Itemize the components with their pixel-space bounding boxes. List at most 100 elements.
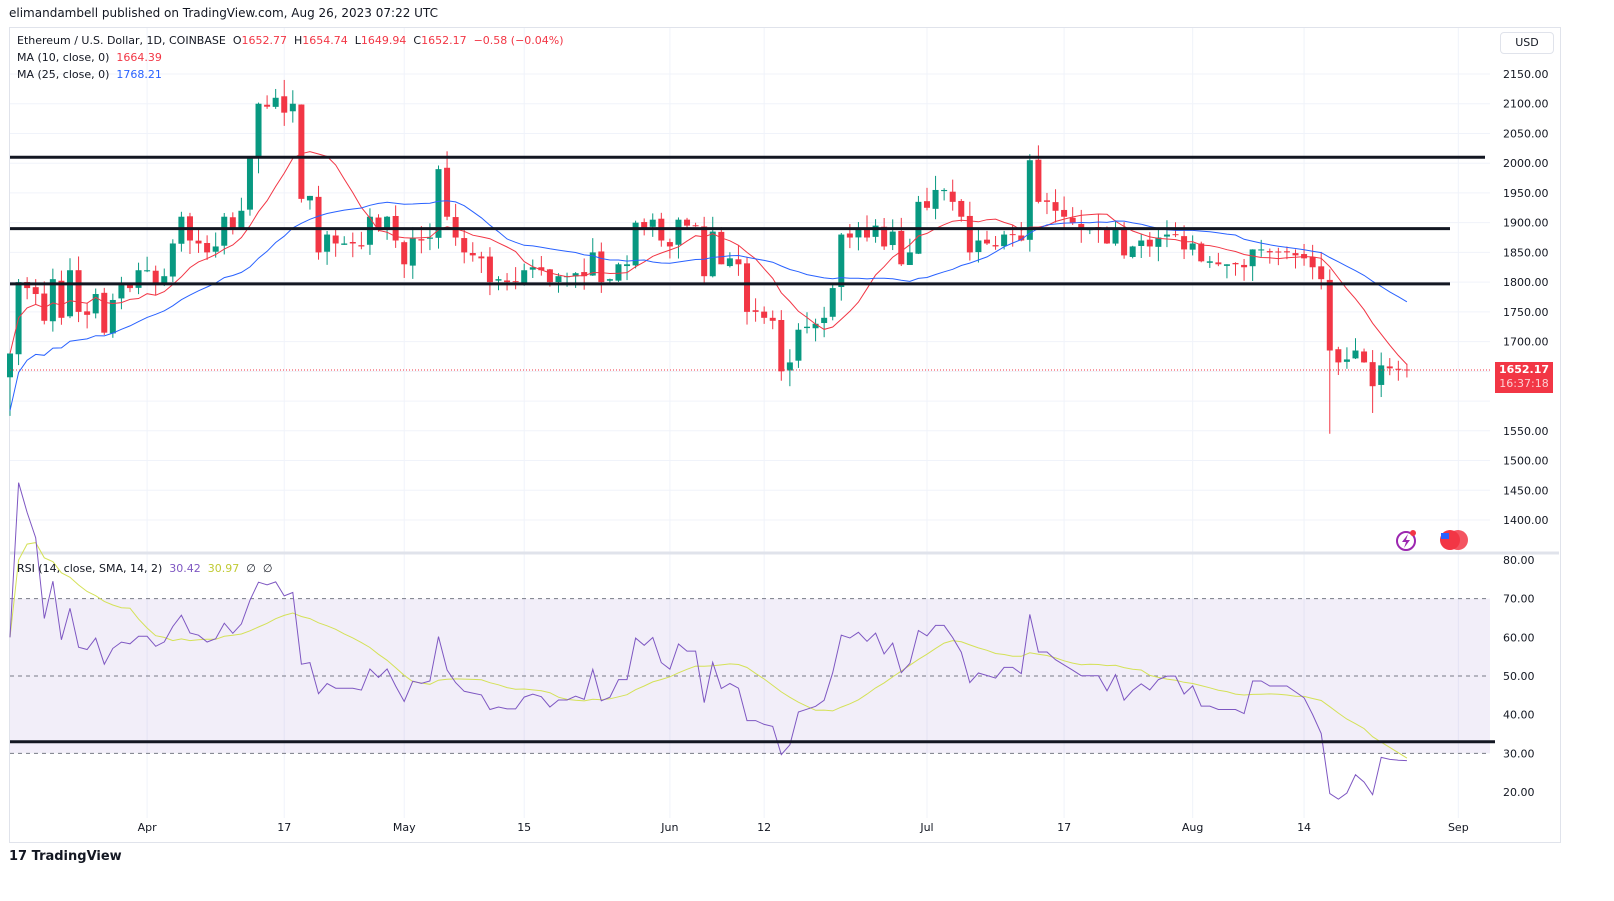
candle-body	[161, 276, 168, 284]
candle-body	[958, 200, 965, 217]
candle-body	[846, 233, 853, 238]
candle-body	[581, 272, 588, 277]
candle-body	[264, 104, 271, 107]
candle-body	[375, 217, 382, 229]
candle-body	[606, 279, 613, 281]
candle-body	[598, 251, 605, 283]
candle-body	[298, 104, 305, 199]
time-tick-label: Aug	[1182, 821, 1203, 834]
candle-body	[409, 237, 416, 266]
currency-button[interactable]: USD	[1500, 32, 1554, 54]
high-value: 1654.74	[302, 34, 348, 47]
candle-body	[58, 280, 65, 318]
candle-body	[778, 319, 785, 372]
rsi-empty-2: ∅	[262, 562, 273, 575]
price-tick-label: 1750.00	[1503, 306, 1549, 319]
lightning-icon-ring	[1396, 531, 1416, 551]
ma25-legend[interactable]: MA (25, close, 0) 1768.21	[17, 68, 162, 81]
candle-body	[855, 228, 862, 238]
candle-body	[624, 264, 631, 267]
chart-frame[interactable]	[9, 27, 1561, 843]
candle-body	[906, 252, 913, 265]
ma10-label: MA (10, close, 0)	[17, 51, 110, 64]
symbol-legend[interactable]: Ethereum / U.S. Dollar, 1D, COINBASE O16…	[17, 34, 564, 47]
rsi-tick-label: 30.00	[1503, 747, 1535, 760]
candle-body	[632, 222, 639, 266]
candle-body	[281, 96, 288, 113]
time-tick-label: Jul	[919, 821, 933, 834]
candle-body	[641, 222, 648, 229]
ma10-legend[interactable]: MA (10, close, 0) 1664.39	[17, 51, 162, 64]
candle-body	[1249, 249, 1256, 267]
candle-body	[1352, 350, 1359, 359]
candle-body	[538, 267, 545, 271]
candle-body	[1001, 234, 1008, 247]
candle-body	[332, 235, 339, 244]
candle-body	[1112, 228, 1119, 244]
candle-body	[889, 231, 896, 246]
candle-body	[726, 258, 733, 267]
price-tick-label: 1550.00	[1503, 425, 1549, 438]
time-tick-label: 15	[517, 821, 531, 834]
candle-body	[1026, 160, 1033, 240]
close-label: C	[413, 34, 422, 47]
candle-body	[1103, 229, 1110, 244]
candle-body	[941, 189, 948, 192]
candle-body	[1232, 262, 1239, 265]
ma25-label: MA (25, close, 0)	[17, 68, 110, 81]
rsi-legend[interactable]: RSI (14, close, SMA, 14, 2) 30.42 30.97 …	[17, 562, 272, 575]
candle-body	[1369, 362, 1376, 387]
candle-body	[804, 326, 811, 329]
candle-body	[495, 279, 502, 281]
price-tick-label: 1700.00	[1503, 336, 1549, 349]
candle-body	[32, 287, 39, 295]
open-value: 1652.77	[241, 34, 287, 47]
notification-dot	[1410, 530, 1416, 536]
candle-body	[1266, 251, 1273, 253]
candle-body	[1335, 349, 1342, 363]
candle-body	[1386, 366, 1393, 369]
candle-body	[178, 216, 185, 244]
price-tick-label: 1400.00	[1503, 514, 1549, 527]
candle-body	[49, 279, 56, 322]
candle-body	[75, 270, 82, 312]
ma25-line	[9, 200, 1408, 411]
candle-body	[358, 245, 365, 247]
time-tick-label: May	[393, 821, 416, 834]
flag-canton	[1441, 533, 1449, 539]
rsi-sma-line	[9, 542, 1408, 759]
rsi-value: 30.42	[169, 562, 201, 575]
candle-body	[932, 189, 939, 209]
candle-body	[1326, 279, 1333, 351]
candle-body	[461, 238, 468, 253]
candle-body	[221, 216, 228, 246]
candle-body	[512, 281, 519, 283]
candle-body	[1069, 217, 1076, 223]
candle-body	[1361, 351, 1368, 363]
candle-body	[761, 311, 768, 318]
candle-body	[786, 362, 793, 371]
candle-body	[1309, 257, 1316, 268]
candle-body	[1378, 365, 1385, 385]
candle-body	[1129, 246, 1136, 257]
candle-body	[169, 243, 176, 277]
rsi-tick-label: 80.00	[1503, 554, 1535, 567]
close-value: 1652.17	[421, 34, 467, 47]
candle-body	[144, 270, 151, 272]
candle-body	[135, 270, 142, 288]
candle-body	[238, 210, 245, 228]
candle-body	[349, 242, 356, 244]
candle-body	[1138, 240, 1145, 246]
candle-body	[435, 169, 442, 238]
candle-body	[306, 195, 313, 201]
candle-body	[966, 215, 973, 253]
candle-body	[426, 237, 433, 239]
candle-body	[992, 245, 999, 247]
candle-body	[289, 103, 296, 112]
candle-body	[1206, 261, 1213, 263]
tradingview-logo[interactable]: 𝟭𝟳 TradingView	[9, 849, 122, 864]
candle-body	[469, 252, 476, 256]
price-tick-label: 2150.00	[1503, 68, 1549, 81]
candle-body	[1181, 236, 1188, 250]
